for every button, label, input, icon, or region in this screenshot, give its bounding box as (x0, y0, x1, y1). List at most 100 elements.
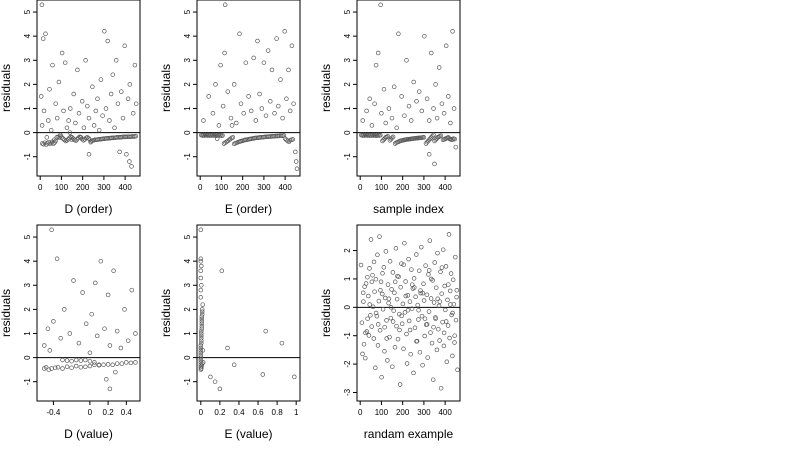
data-point (214, 136, 220, 141)
x-tick-label: 100 (375, 408, 389, 417)
data-point (128, 360, 134, 366)
data-point (225, 89, 231, 94)
data-point (206, 94, 211, 99)
data-point (45, 326, 51, 331)
data-point (379, 111, 384, 116)
data-point (87, 350, 93, 356)
x-tick-label: 300 (417, 183, 431, 192)
data-point (279, 133, 284, 138)
data-point (231, 82, 237, 87)
data-point (274, 36, 279, 41)
data-point (43, 364, 49, 370)
data-point (399, 313, 404, 319)
data-point (388, 305, 394, 310)
data-point (67, 130, 73, 135)
data-point (452, 340, 457, 345)
data-point (76, 340, 82, 346)
data-point (411, 79, 416, 85)
data-point (366, 132, 371, 138)
data-point (384, 318, 389, 323)
data-point (199, 307, 205, 312)
data-point (408, 351, 413, 357)
data-point (55, 364, 61, 370)
data-point (429, 340, 435, 346)
point-group (198, 2, 300, 172)
data-point (255, 38, 260, 44)
data-point (60, 136, 66, 141)
data-point (133, 360, 138, 365)
data-point (199, 331, 204, 336)
data-point (73, 357, 79, 363)
data-point (101, 362, 106, 368)
y-tick-label: 0 (23, 130, 32, 135)
data-point (433, 285, 439, 290)
data-point (363, 330, 368, 336)
data-point (64, 364, 70, 370)
y-tick-label: 1 (23, 106, 32, 111)
data-point (62, 60, 68, 65)
data-point (439, 265, 445, 270)
data-point (431, 106, 436, 111)
data-point (390, 270, 396, 275)
data-point (451, 301, 457, 307)
data-point (251, 55, 256, 61)
data-point (199, 283, 204, 288)
data-point (200, 360, 206, 365)
data-point (388, 315, 394, 321)
data-point (87, 363, 93, 369)
data-point (220, 133, 225, 138)
point-group (42, 227, 138, 392)
data-point (208, 374, 213, 380)
data-point (405, 293, 411, 298)
data-point (64, 125, 70, 131)
data-point (102, 29, 107, 34)
y-tick-label: 2 (23, 82, 32, 87)
data-point (359, 320, 365, 325)
data-point (199, 319, 205, 324)
data-point (387, 259, 393, 264)
data-point (422, 316, 428, 321)
data-point (73, 363, 79, 369)
plot-frame (196, 224, 301, 402)
data-point (79, 99, 85, 104)
data-point (100, 113, 105, 118)
plot-frame (356, 224, 461, 402)
data-point (59, 135, 65, 140)
data-point (437, 338, 442, 343)
data-point (385, 282, 391, 287)
data-point (378, 2, 383, 8)
data-point (105, 292, 111, 298)
data-point (424, 292, 430, 298)
y-tick-label: 0 (343, 305, 352, 310)
data-point (366, 333, 372, 338)
x-axis-title: randam example (364, 427, 454, 441)
data-point (364, 329, 370, 334)
y-tick-label: 1 (343, 106, 352, 111)
x-tick-label: 300 (257, 183, 271, 192)
data-point (389, 135, 395, 141)
data-point (260, 372, 266, 377)
scatter-panel-5: 0 0.2 0.4 0.6 0.8 1 -1 0 1 2 3 4 5 E (value) residuals (159, 224, 301, 441)
data-point (238, 101, 244, 106)
data-point (418, 290, 423, 296)
data-point (419, 244, 424, 250)
data-point (198, 348, 204, 353)
data-point (83, 321, 89, 327)
data-point (365, 274, 370, 280)
data-point (381, 265, 387, 270)
data-point (198, 295, 204, 300)
data-point (69, 358, 74, 364)
data-point (402, 113, 407, 118)
data-point (47, 348, 53, 353)
data-point (199, 321, 205, 327)
data-point (420, 290, 426, 296)
data-point (412, 325, 418, 331)
data-point (394, 296, 400, 302)
data-point (414, 99, 419, 104)
data-point (380, 307, 386, 312)
data-point (416, 268, 422, 273)
y-tick-label: 3 (23, 58, 32, 63)
data-point (416, 317, 421, 322)
data-point (96, 362, 102, 368)
data-point (433, 316, 438, 321)
